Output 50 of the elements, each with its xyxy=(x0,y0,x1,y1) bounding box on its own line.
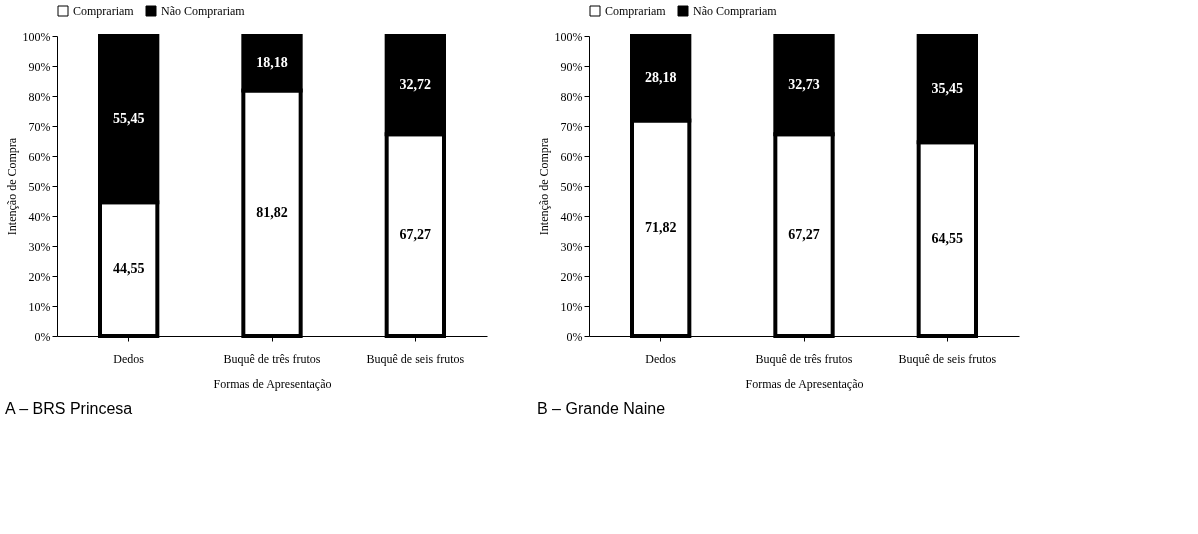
y-tick-label: 60% xyxy=(560,149,583,164)
y-tick-label: 20% xyxy=(28,269,51,284)
y-axis-title: Intenção de Compra xyxy=(536,137,551,236)
text: B – Grande Naine xyxy=(537,400,666,417)
text: A – BRS Princesa xyxy=(5,400,133,417)
data-label: 55,45 xyxy=(112,111,145,127)
data-label: 18,18 xyxy=(256,55,288,71)
data-label: 67,27 xyxy=(399,227,432,243)
y-tick-label: 80% xyxy=(28,89,51,104)
x-tick-label: Buquê de três frutos xyxy=(755,351,853,366)
data-label: 81,82 xyxy=(256,205,288,221)
y-tick-label: 50% xyxy=(560,179,583,194)
y-axis-title: Intenção de Compra xyxy=(4,137,19,236)
y-tick-label: 20% xyxy=(560,269,583,284)
x-tick-label: Dedos xyxy=(645,351,677,366)
legend-label: Não Comprariam xyxy=(693,4,778,18)
y-tick-label: 40% xyxy=(28,209,51,224)
y-tick-label: 10% xyxy=(560,299,583,314)
y-tick-label: 80% xyxy=(560,89,583,104)
y-tick-label: 60% xyxy=(28,149,51,164)
y-tick-label: 10% xyxy=(28,299,51,314)
data-label: 71,82 xyxy=(644,220,677,236)
y-tick-label: 100% xyxy=(22,29,51,44)
data-label: 67,27 xyxy=(788,227,820,243)
y-tick-label: 90% xyxy=(560,59,583,74)
x-tick-label: Buquê de seis frutos xyxy=(366,351,465,366)
data-label: 35,45 xyxy=(931,81,964,97)
data-label: 32,72 xyxy=(399,77,432,93)
y-tick-label: 40% xyxy=(560,209,583,224)
y-tick-label: 100% xyxy=(554,29,583,44)
data-label: 28,18 xyxy=(644,70,677,86)
data-label: 64,55 xyxy=(931,231,964,247)
y-tick-label: 70% xyxy=(28,119,51,134)
x-axis-title: Formas de Apresentação xyxy=(745,376,864,391)
x-axis-title: Formas de Apresentação xyxy=(213,376,332,391)
y-tick-label: 90% xyxy=(28,59,51,74)
y-tick-label: 0% xyxy=(566,329,583,344)
data-label: 44,55 xyxy=(112,261,145,277)
y-tick-label: 30% xyxy=(28,239,51,254)
legend-label: Comprariam xyxy=(605,4,667,18)
y-tick-label: 50% xyxy=(28,179,51,194)
y-tick-label: 30% xyxy=(560,239,583,254)
y-tick-label: 0% xyxy=(34,329,51,344)
y-tick-label: 70% xyxy=(560,119,583,134)
data-label: 32,73 xyxy=(788,77,820,93)
legend-label: Não Comprariam xyxy=(161,4,246,18)
x-tick-label: Dedos xyxy=(113,351,145,366)
x-tick-label: Buquê de seis frutos xyxy=(898,351,997,366)
x-tick-label: Buquê de três frutos xyxy=(223,351,321,366)
legend-label: Comprariam xyxy=(73,4,135,18)
